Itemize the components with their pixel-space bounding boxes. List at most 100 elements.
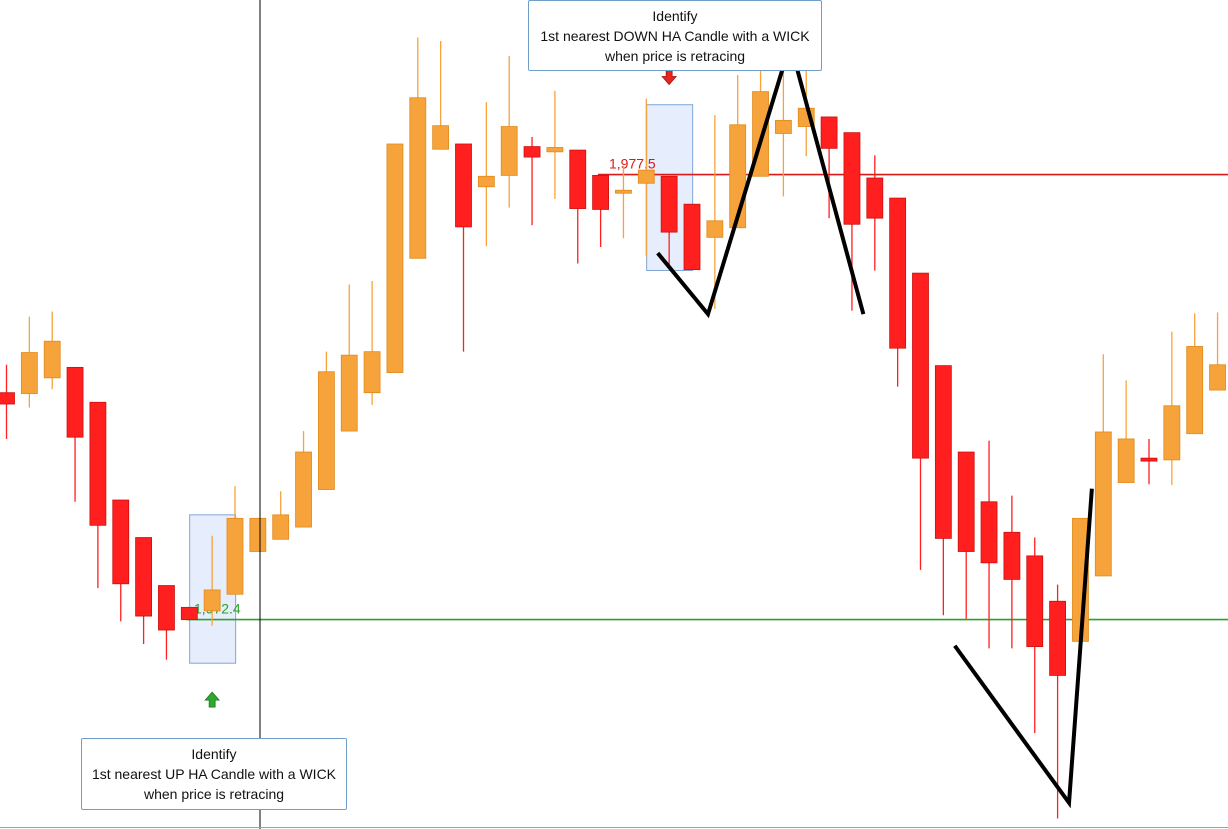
candle: [20, 316, 38, 408]
candle: [43, 311, 61, 390]
candle: [203, 535, 221, 626]
candle-body: [637, 169, 655, 184]
candle-body: [523, 146, 541, 158]
candle-body: [683, 203, 701, 271]
candle-body: [20, 352, 38, 394]
candle-body: [363, 351, 381, 394]
candle: [112, 499, 130, 622]
candle-body: [706, 220, 724, 238]
candle-body: [820, 116, 838, 149]
down-arrow-icon: [661, 69, 678, 86]
candle-body: [158, 585, 175, 631]
annotation-up-line-3: when price is retracing: [143, 786, 285, 802]
candle: [0, 364, 15, 439]
candle: [546, 90, 564, 199]
candle: [843, 132, 861, 311]
candle-body: [1209, 364, 1226, 391]
candle: [1140, 438, 1158, 485]
candle-body: [957, 451, 975, 552]
candle-body: [249, 517, 267, 552]
candle: [386, 143, 404, 374]
candle-body: [272, 514, 290, 540]
candle: [1117, 380, 1135, 483]
candle-body: [455, 143, 472, 228]
candle-body: [775, 120, 792, 134]
candle-body: [660, 175, 678, 233]
annotation-down-line-2: 1st nearest DOWN HA Candle with a WICK: [540, 28, 810, 44]
candle: [272, 491, 290, 540]
candle-body: [889, 197, 907, 349]
candle: [432, 41, 450, 150]
candle-body: [1163, 405, 1181, 461]
candle: [477, 102, 495, 247]
candle-body: [980, 501, 998, 564]
candle: [912, 272, 929, 570]
zigzag-line-2: [953, 488, 1094, 809]
annotation-down-candle-box: Identify 1st nearest DOWN HA Candle with…: [528, 0, 822, 71]
candle: [180, 606, 198, 620]
candle: [889, 197, 907, 387]
candle: [706, 115, 724, 309]
annotation-up-line-2: 1st nearest UP HA Candle with a WICK: [91, 766, 337, 782]
candle-body: [317, 371, 335, 490]
candle: [866, 155, 884, 271]
candle-body: [1026, 555, 1044, 648]
up-arrow-icon: [204, 691, 221, 708]
highlight-layer: [189, 104, 694, 664]
candle: [226, 486, 244, 595]
candle: [820, 116, 838, 219]
candle: [683, 203, 701, 271]
candle-body: [569, 149, 587, 209]
markers: [204, 69, 678, 708]
candle-body: [203, 589, 221, 612]
candle: [660, 175, 678, 268]
candle-body: [1186, 346, 1204, 435]
candle-body: [546, 147, 564, 153]
candle-body: [432, 125, 450, 150]
annotation-down-line-1: Identify: [652, 8, 698, 24]
candle-body: [89, 401, 107, 526]
candle-body: [934, 365, 952, 539]
candle: [637, 98, 655, 257]
candle: [1186, 313, 1204, 435]
candle-body: [843, 132, 861, 225]
candle-body: [340, 354, 358, 432]
candle-body: [112, 499, 130, 585]
candle-body: [500, 126, 518, 176]
candle: [569, 149, 587, 264]
candle: [934, 365, 952, 616]
candle: [1209, 312, 1226, 391]
candle: [615, 165, 632, 239]
candle: [66, 366, 84, 502]
candle-body: [1117, 438, 1135, 483]
candle-body: [226, 517, 244, 595]
candle: [592, 174, 609, 247]
candle: [1049, 584, 1066, 819]
candle-body: [1049, 600, 1066, 676]
candle: [1094, 354, 1112, 577]
candle-body: [866, 177, 884, 219]
candle: [500, 55, 518, 208]
candle: [1003, 495, 1021, 649]
candle: [523, 137, 541, 226]
candle: [363, 280, 381, 405]
candle: [135, 537, 153, 645]
candle: [89, 401, 107, 589]
candle-body: [180, 606, 198, 620]
zigzag-line-1: [656, 36, 866, 319]
annotation-up-line-1: Identify: [191, 746, 237, 762]
candle: [249, 517, 267, 552]
candle: [158, 585, 175, 660]
candle: [957, 451, 975, 619]
candle: [295, 431, 312, 528]
candle-body: [409, 97, 427, 259]
candle-body: [43, 340, 61, 379]
candle-body: [1140, 457, 1158, 462]
candle-body: [1003, 531, 1021, 580]
candle: [317, 351, 335, 490]
candle-body: [135, 537, 153, 617]
candle-body: [1094, 431, 1112, 577]
resistance-price-label: 1,977.5: [609, 156, 656, 172]
